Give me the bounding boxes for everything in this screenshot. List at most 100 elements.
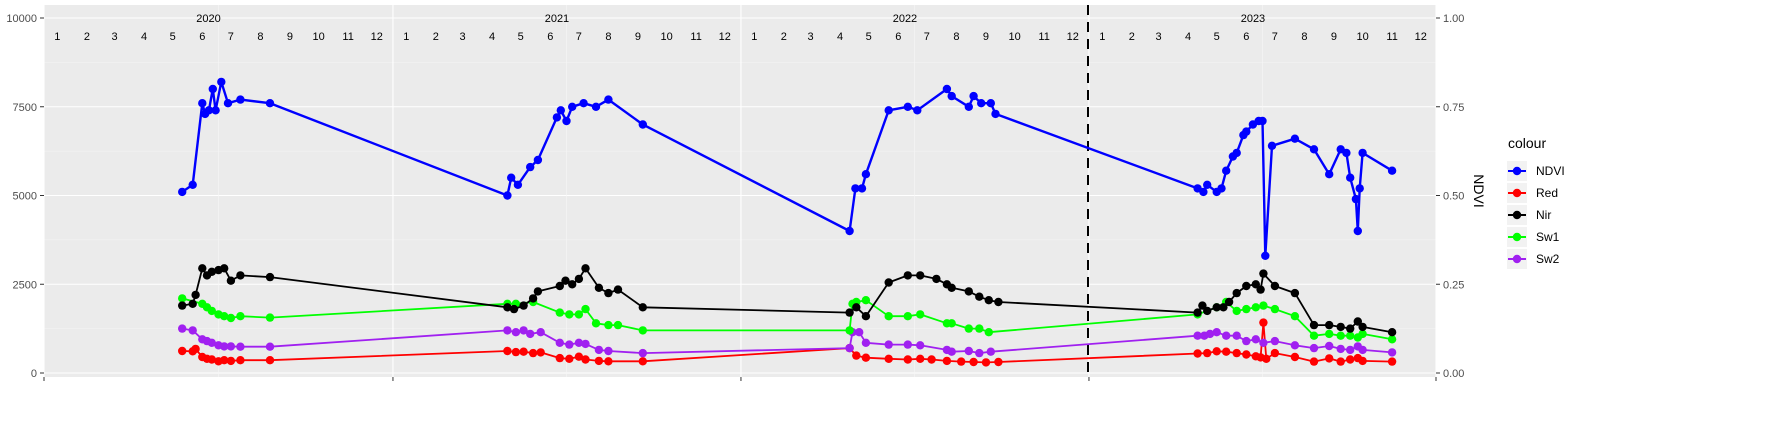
data-point-sw2 <box>594 345 604 355</box>
data-point-red <box>1262 354 1271 363</box>
data-point-ndvi <box>857 184 867 193</box>
data-point-ndvi <box>1325 170 1334 179</box>
data-point-nir <box>1346 324 1355 333</box>
data-point-red <box>265 356 275 365</box>
data-point-nir <box>1290 288 1300 298</box>
data-point-sw2 <box>1232 331 1241 340</box>
data-point-ndvi <box>964 102 973 112</box>
data-point-nir <box>903 271 912 280</box>
legend-item-sw1: Sw1 <box>1507 227 1560 247</box>
data-point-ndvi <box>1351 194 1361 204</box>
data-point-nir <box>994 297 1003 307</box>
data-point-sw2 <box>947 347 956 356</box>
data-point-ndvi <box>562 116 571 126</box>
data-point-nir <box>198 264 207 273</box>
data-point-sw1 <box>613 320 623 330</box>
data-point-sw1 <box>178 294 187 303</box>
data-point-nir <box>561 276 570 285</box>
data-point-sw2 <box>903 340 912 349</box>
data-point-sw2 <box>884 340 893 349</box>
data-point-nir <box>1309 320 1319 330</box>
month-label: 4 <box>837 31 843 43</box>
data-point-ndvi <box>1387 166 1397 175</box>
legend-item-sw2: Sw2 <box>1507 249 1560 269</box>
data-point-nir <box>191 290 200 300</box>
month-label: 9 <box>635 31 641 43</box>
month-label: 3 <box>807 31 813 43</box>
legend-label: NDVI <box>1536 164 1565 178</box>
data-point-sw2 <box>604 346 613 356</box>
data-point-red <box>1242 350 1251 359</box>
year-label: 2023 <box>1241 13 1265 25</box>
data-point-nir <box>503 303 512 312</box>
data-point-sw1 <box>903 312 912 321</box>
data-point-ndvi <box>236 95 245 104</box>
data-point-nir <box>975 292 984 301</box>
data-point-red <box>581 355 590 364</box>
legend-label: Sw1 <box>1536 230 1560 244</box>
data-point-nir <box>1358 322 1367 332</box>
month-label: 11 <box>1386 31 1397 43</box>
data-point-sw2 <box>964 346 973 356</box>
data-point-red <box>903 355 912 364</box>
data-point-nir <box>555 281 564 291</box>
month-label: 9 <box>287 31 293 43</box>
data-point-red <box>511 347 521 357</box>
data-point-red <box>1290 352 1300 362</box>
y-tick-label-left: 10000 <box>6 13 37 25</box>
legend-key-point <box>1512 232 1522 242</box>
data-point-sw1 <box>1309 331 1319 340</box>
data-point-nir <box>236 271 245 280</box>
data-point-ndvi <box>845 226 854 236</box>
data-point-red <box>528 348 538 358</box>
data-point-sw2 <box>1251 335 1261 344</box>
series-ndvi <box>178 77 1397 260</box>
data-point-nir <box>852 303 861 312</box>
data-point-red <box>1203 348 1212 358</box>
data-point-red <box>220 356 229 365</box>
data-point-red <box>927 355 936 364</box>
legend-key-point <box>1512 166 1522 176</box>
y-tick-label-right: 0.75 <box>1443 102 1464 114</box>
month-label: 10 <box>1008 31 1020 43</box>
data-point-red <box>1309 357 1319 366</box>
data-point-sw1 <box>565 310 574 319</box>
data-point-ndvi <box>188 180 197 189</box>
data-point-sw2 <box>1205 329 1215 339</box>
data-point-sw1 <box>207 306 216 316</box>
data-point-sw2 <box>1387 348 1397 357</box>
data-point-ndvi <box>204 106 214 115</box>
data-point-red <box>1212 347 1221 356</box>
data-point-nir <box>533 287 543 296</box>
legend-title: colour <box>1508 135 1546 151</box>
data-point-ndvi <box>942 84 952 94</box>
data-point-ndvi <box>1309 145 1319 154</box>
data-point-nir <box>188 299 197 308</box>
month-label: 12 <box>1067 31 1079 43</box>
y-tick-label-right: 1.00 <box>1443 13 1464 25</box>
month-label: 7 <box>576 31 582 43</box>
data-point-sw1 <box>1325 329 1334 339</box>
data-point-sw1 <box>638 326 647 335</box>
data-point-sw2 <box>845 343 854 353</box>
data-point-sw2 <box>1325 341 1334 351</box>
data-point-red <box>178 346 187 356</box>
data-point-nir <box>1224 297 1234 307</box>
series-sw1 <box>178 294 1397 344</box>
y-axis-left: 0 2500 5000 7500 10000 <box>6 13 44 380</box>
month-label: 8 <box>605 31 611 43</box>
month-label: 7 <box>1272 31 1278 43</box>
data-point-sw1 <box>1232 306 1241 316</box>
data-point-sw2 <box>916 341 925 350</box>
legend: colour NDVI Red Nir Sw1 Sw2 <box>1507 135 1565 269</box>
data-point-red <box>1193 349 1202 358</box>
series-layer <box>178 77 1397 367</box>
data-point-ndvi <box>977 99 986 108</box>
data-point-nir <box>594 283 604 292</box>
data-point-ndvi <box>1258 116 1267 126</box>
data-point-sw2 <box>861 338 871 347</box>
data-point-ndvi <box>223 99 233 108</box>
